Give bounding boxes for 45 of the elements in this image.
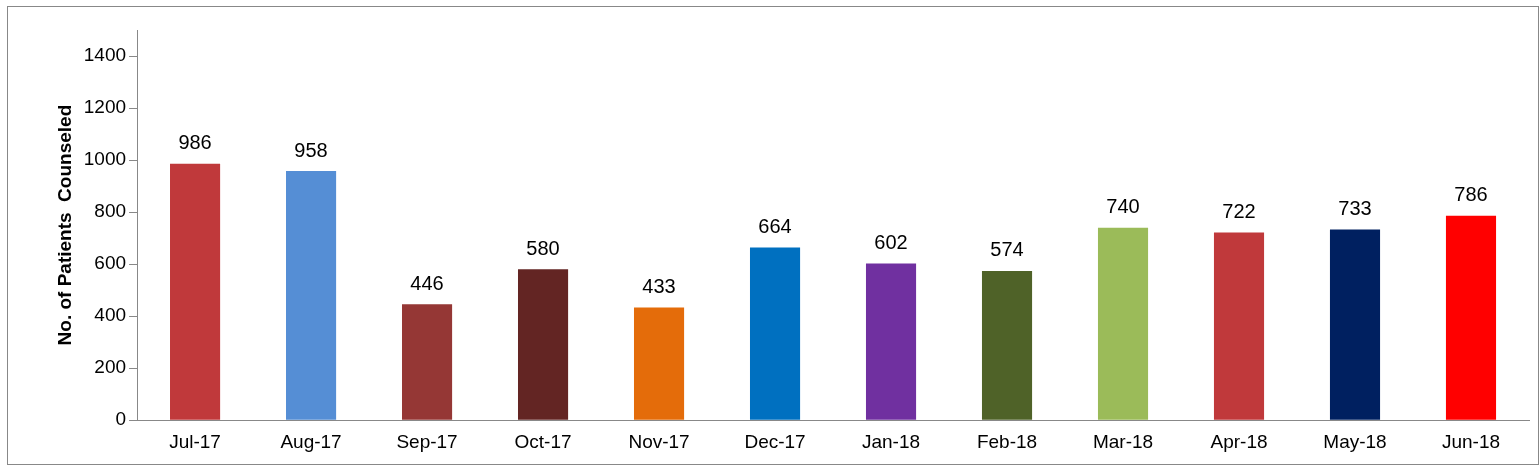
bar — [517, 269, 569, 420]
data-label: 986 — [178, 131, 212, 154]
data-label: 740 — [1106, 195, 1140, 218]
x-tick-label: Jul-17 — [169, 430, 221, 452]
bar — [286, 170, 337, 420]
bar — [865, 263, 917, 420]
data-label: 664 — [758, 214, 792, 237]
y-tick-label: 600 — [94, 252, 127, 274]
bar — [1097, 227, 1149, 420]
x-tick-label: Oct-17 — [514, 430, 572, 452]
x-tick-label: Sep-17 — [396, 430, 458, 452]
x-tick-label: Nov-17 — [628, 430, 690, 452]
bar — [749, 247, 801, 420]
x-tick-label: Feb-18 — [976, 430, 1038, 452]
y-tick-label: 400 — [94, 304, 127, 326]
y-tick-label: 1400 — [83, 44, 127, 66]
y-tick-label: 200 — [94, 356, 127, 378]
data-label: 786 — [1454, 183, 1488, 206]
x-tick-label: Dec-17 — [744, 430, 806, 452]
y-tick-label: 1000 — [83, 148, 127, 170]
x-tick-label: Jun-18 — [1441, 430, 1501, 452]
y-tick-label: 0 — [115, 408, 127, 430]
data-label: 574 — [990, 238, 1024, 261]
bar — [402, 304, 453, 420]
y-axis-title: No. of Patients Counseled — [53, 104, 75, 346]
bar — [1213, 232, 1265, 420]
bar — [1329, 229, 1381, 420]
y-tick-label: 1200 — [83, 96, 127, 118]
bar — [1445, 215, 1497, 420]
data-label: 958 — [294, 138, 328, 161]
bar — [981, 270, 1033, 420]
bar — [633, 307, 685, 420]
x-tick-label: Apr-18 — [1210, 430, 1268, 452]
x-tick-label: Jan-18 — [861, 430, 921, 452]
data-label: 433 — [642, 275, 676, 298]
bar — [170, 163, 221, 420]
y-tick-label: 800 — [94, 200, 127, 222]
x-tick-label: Mar-18 — [1092, 430, 1154, 452]
data-label: 733 — [1338, 197, 1372, 220]
data-label: 722 — [1222, 199, 1256, 222]
data-label: 580 — [526, 236, 560, 259]
data-label: 446 — [410, 271, 444, 294]
x-tick-label: Aug-17 — [280, 430, 342, 452]
data-label: 602 — [874, 231, 908, 254]
x-tick-label: May-18 — [1323, 430, 1387, 452]
